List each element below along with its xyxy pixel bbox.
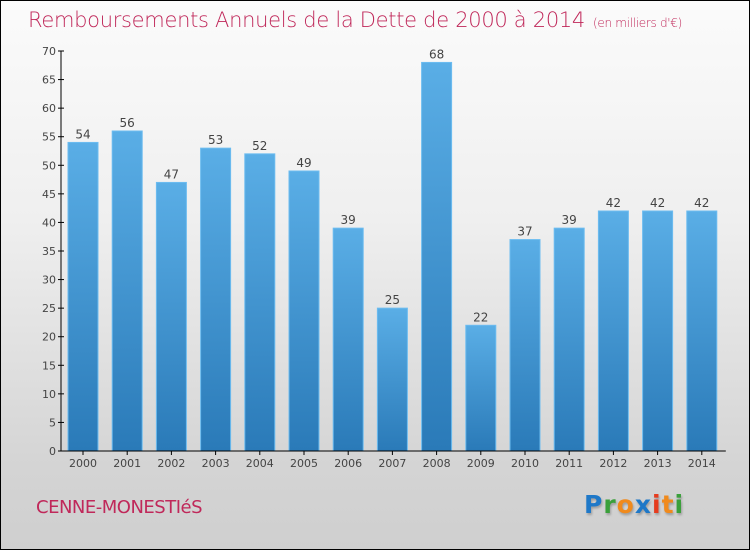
logo-letter: i xyxy=(674,490,685,519)
x-tick-label-2012: 2012 xyxy=(599,457,627,470)
logo-letter: i xyxy=(652,490,662,519)
data-label-2001: 56 xyxy=(120,116,135,130)
bar-2007 xyxy=(376,307,408,452)
x-tick-label-2009: 2009 xyxy=(467,457,495,470)
bar-2006 xyxy=(332,227,364,452)
bar-2010 xyxy=(509,239,541,452)
y-tick-label-45: 45 xyxy=(42,188,56,201)
chart-title: Remboursements Annuels de la Dette de 20… xyxy=(28,8,682,32)
y-tick-label-15: 15 xyxy=(42,359,56,372)
logo-letter: r xyxy=(603,490,617,519)
logo-letter: o xyxy=(616,490,635,519)
x-tick-label-2001: 2001 xyxy=(113,457,141,470)
y-tick-label-65: 65 xyxy=(42,74,56,87)
bar-2005 xyxy=(288,170,320,452)
data-label-2009: 22 xyxy=(473,310,488,324)
y-tick-label-40: 40 xyxy=(42,216,56,229)
x-tick-label-2008: 2008 xyxy=(423,457,451,470)
x-tick-label-2011: 2011 xyxy=(555,457,583,470)
data-label-2013: 42 xyxy=(650,196,665,210)
bar-2013 xyxy=(642,210,674,452)
bar-2004 xyxy=(244,153,276,452)
bar-2009 xyxy=(465,324,497,452)
x-tick-label-2000: 2000 xyxy=(69,457,97,470)
x-tick-label-2014: 2014 xyxy=(688,457,716,470)
x-tick-label-2002: 2002 xyxy=(157,457,185,470)
commune-name: CENNE-MONESTIéS xyxy=(36,497,203,518)
y-tick-label-30: 30 xyxy=(42,274,56,287)
y-tick-label-55: 55 xyxy=(42,131,56,144)
x-tick-label-2005: 2005 xyxy=(290,457,318,470)
y-tick-label-70: 70 xyxy=(42,45,56,58)
y-tick-label-60: 60 xyxy=(42,102,56,115)
y-tick-label-5: 5 xyxy=(49,416,56,429)
data-label-2007: 25 xyxy=(385,293,400,307)
data-label-2003: 53 xyxy=(208,133,223,147)
x-tick-label-2006: 2006 xyxy=(334,457,362,470)
bar-2012 xyxy=(597,210,629,452)
data-label-2006: 39 xyxy=(341,213,356,227)
x-tick-label-2004: 2004 xyxy=(246,457,274,470)
data-label-2011: 39 xyxy=(562,213,577,227)
bar-2011 xyxy=(553,227,585,452)
data-label-2010: 37 xyxy=(517,225,532,239)
bar-2001 xyxy=(111,130,143,452)
y-tick-label-0: 0 xyxy=(49,445,56,458)
data-label-2005: 49 xyxy=(296,156,311,170)
data-label-2008: 68 xyxy=(429,47,444,61)
y-tick-label-35: 35 xyxy=(42,245,56,258)
chart-title-text: Remboursements Annuels de la Dette de 20… xyxy=(28,8,585,32)
y-tick-label-10: 10 xyxy=(42,388,56,401)
x-tick-label-2013: 2013 xyxy=(644,457,672,470)
bar-2003 xyxy=(200,147,232,452)
logo-letter: P xyxy=(584,490,604,519)
bar-2014 xyxy=(686,210,718,452)
bar-2002 xyxy=(155,181,187,452)
x-tick-label-2003: 2003 xyxy=(202,457,230,470)
x-tick-label-2007: 2007 xyxy=(378,457,406,470)
data-label-2004: 52 xyxy=(252,139,267,153)
y-tick-label-25: 25 xyxy=(42,302,56,315)
y-tick-label-20: 20 xyxy=(42,331,56,344)
logo-letter: x xyxy=(634,490,652,519)
data-label-2002: 47 xyxy=(164,167,179,181)
data-label-2012: 42 xyxy=(606,196,621,210)
logo-letter: t xyxy=(661,490,675,519)
data-label-2014: 42 xyxy=(694,196,709,210)
chart-unit: (en milliers d'€) xyxy=(593,16,683,30)
axes-group: 2000 2001 2002 2003 2004 2005 2006 2007 2008 2009… xyxy=(42,45,726,470)
bar-2000 xyxy=(67,141,99,452)
bars-group: 54 56 47 53 52 49 39 25 68 22 37 39 42 42 42 xyxy=(67,47,718,452)
x-tick-label-2010: 2010 xyxy=(511,457,539,470)
proxiti-logo[interactable]: Proxiti xyxy=(584,490,684,519)
bar-2008 xyxy=(421,61,453,452)
y-tick-label-50: 50 xyxy=(42,159,56,172)
data-label-2000: 54 xyxy=(75,127,90,141)
